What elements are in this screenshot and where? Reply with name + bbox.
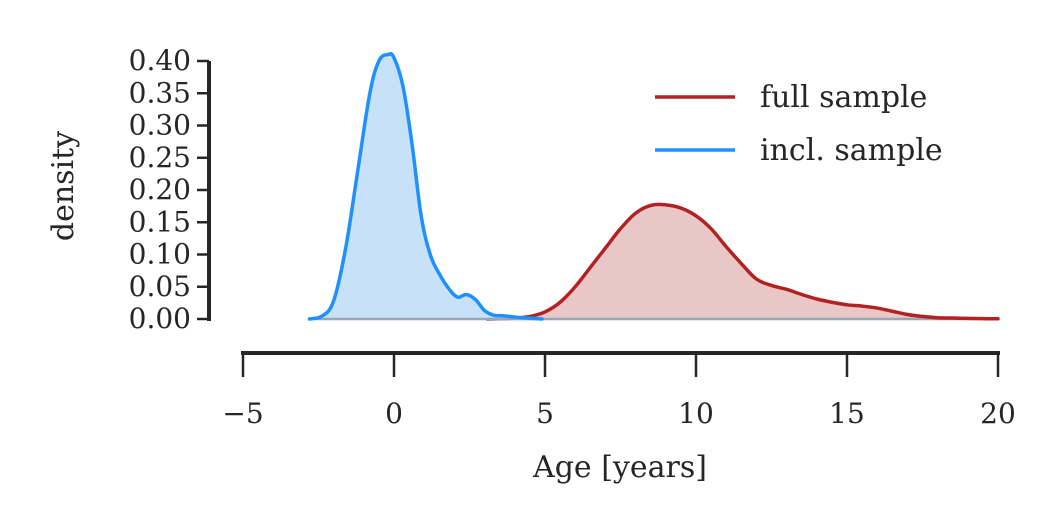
x-tick-label: −5 (222, 397, 263, 430)
x-tick-label: 15 (829, 397, 865, 430)
x-tick-label: 0 (385, 397, 403, 430)
incl-sample-line (307, 52, 544, 321)
y-tick-label: 0.40 (129, 44, 191, 77)
y-tick-label: 0.00 (129, 302, 191, 335)
y-tick-label: 0.20 (129, 173, 191, 206)
legend: full sample incl. sample (655, 80, 943, 168)
y-tick-label: 0.10 (129, 238, 191, 271)
y-tick-label: 0.35 (129, 76, 191, 109)
y-axis-title: density (46, 131, 81, 241)
full-sample-fill (487, 204, 998, 319)
x-tick-label: 5 (536, 397, 554, 430)
x-tick-label: 10 (678, 397, 714, 430)
legend-label-full-sample: full sample (760, 80, 927, 115)
y-tick-label: 0.15 (129, 205, 191, 238)
legend-label-incl-sample: incl. sample (760, 133, 943, 168)
plot-area (307, 52, 1000, 321)
x-tick-label: 20 (980, 397, 1016, 430)
x-axis: −5 0 5 10 15 20 (222, 351, 1016, 430)
y-tick-label: 0.25 (129, 141, 191, 174)
full-sample-line (485, 202, 1000, 321)
y-axis: 0.000.050.100.150.200.250.300.350.40 (129, 44, 211, 335)
incl-sample-fill (309, 53, 542, 320)
y-tick-label: 0.05 (129, 270, 191, 303)
y-tick-label: 0.30 (129, 109, 191, 142)
x-axis-title: Age [years] (532, 450, 707, 485)
